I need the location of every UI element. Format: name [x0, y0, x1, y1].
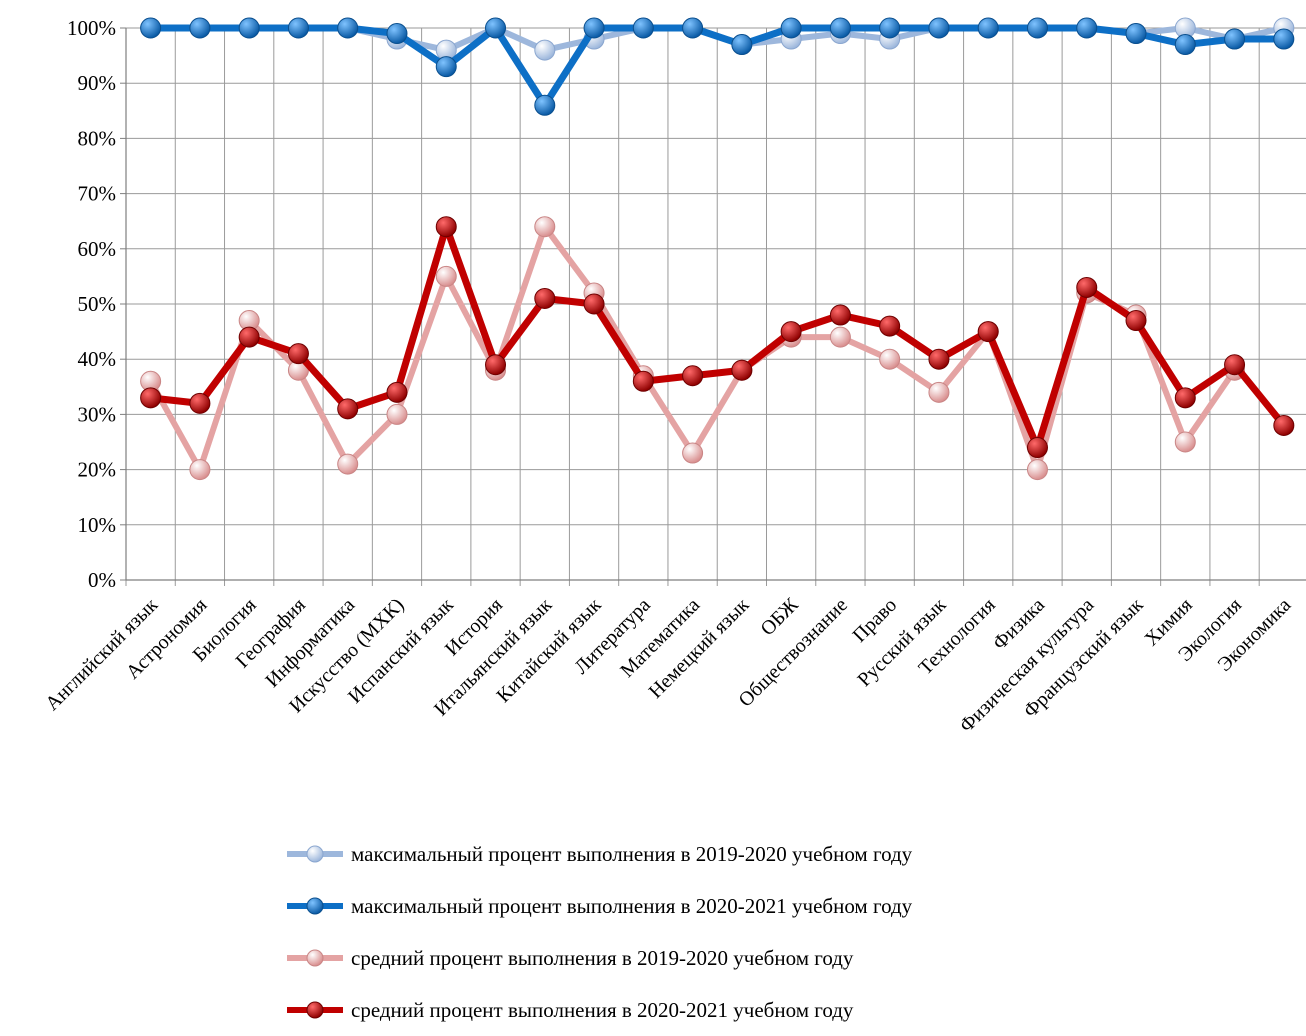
- series-1-point: [583, 17, 605, 39]
- legend-label: максимальный процент выполнения в 2019-2…: [351, 841, 913, 866]
- series-1-point: [977, 17, 999, 39]
- series-1-point: [928, 17, 950, 39]
- series-1-point: [238, 17, 260, 39]
- line-chart: 0%10%20%30%40%50%60%70%80%90%100%Английс…: [41, 16, 1306, 737]
- legend-swatch-avg-2020: [287, 1001, 343, 1019]
- series-3-point: [829, 304, 851, 326]
- series-3-point: [780, 321, 802, 343]
- series-3-point: [879, 315, 901, 337]
- legend-item-avg-2020: средний процент выполнения в 2020-2021 у…: [285, 984, 912, 1036]
- series-1-point: [189, 17, 211, 39]
- series-2-point: [189, 459, 211, 481]
- series-3-point: [977, 321, 999, 343]
- legend-swatch-max-2019: [287, 845, 343, 863]
- series-1-point: [1026, 17, 1048, 39]
- series-1-point: [1273, 28, 1295, 50]
- series-1-point: [534, 94, 556, 116]
- series-3-point: [928, 348, 950, 370]
- y-tick-label: 50%: [78, 292, 117, 316]
- series-3-point: [287, 343, 309, 365]
- series-3-point: [632, 370, 654, 392]
- series-1-point: [485, 17, 507, 39]
- series-1-point: [386, 23, 408, 45]
- y-tick-label: 30%: [78, 402, 117, 426]
- series-1-point: [682, 17, 704, 39]
- series-1-point: [731, 34, 753, 56]
- series-1-point: [879, 17, 901, 39]
- legend-label: средний процент выполнения в 2019-2020 у…: [351, 945, 854, 970]
- y-tick-label: 90%: [78, 71, 117, 95]
- series-1-point: [829, 17, 851, 39]
- series-3-point: [534, 287, 556, 309]
- legend-swatch-max-2020: [287, 897, 343, 915]
- series-2-point: [337, 453, 359, 475]
- legend-item-max-2020: максимальный процент выполнения в 2020-2…: [285, 880, 912, 932]
- series-1-point: [287, 17, 309, 39]
- legend-item-max-2019: максимальный процент выполнения в 2019-2…: [285, 828, 912, 880]
- legend-label: средний процент выполнения в 2020-2021 у…: [351, 997, 854, 1022]
- y-tick-label: 60%: [78, 237, 117, 261]
- series-3-point: [1273, 414, 1295, 436]
- series-3-point: [435, 216, 457, 238]
- series-3-point: [583, 293, 605, 315]
- series-3-point: [1076, 276, 1098, 298]
- series-1-point: [1125, 23, 1147, 45]
- series-0-point: [534, 39, 556, 61]
- series-3-point: [238, 326, 260, 348]
- series-3-point: [337, 398, 359, 420]
- legend-item-avg-2019: средний процент выполнения в 2019-2020 у…: [285, 932, 912, 984]
- legend-swatch-avg-2019: [287, 949, 343, 967]
- series-2-point: [682, 442, 704, 464]
- series-3-point: [386, 381, 408, 403]
- series-3-point: [140, 387, 162, 409]
- series-3-point: [1224, 354, 1246, 376]
- series-2-point: [435, 265, 457, 287]
- series-3-point: [189, 392, 211, 414]
- y-tick-label: 80%: [78, 126, 117, 150]
- y-tick-label: 100%: [67, 16, 116, 40]
- series-3-point: [731, 359, 753, 381]
- series-2-point: [1174, 431, 1196, 453]
- y-tick-label: 70%: [78, 182, 117, 206]
- series-3-point: [682, 365, 704, 387]
- series-1-point: [337, 17, 359, 39]
- series-1-point: [1076, 17, 1098, 39]
- series-3-point: [1174, 387, 1196, 409]
- y-tick-label: 10%: [78, 513, 117, 537]
- legend: максимальный процент выполнения в 2019-2…: [285, 828, 912, 1036]
- series-1-point: [140, 17, 162, 39]
- series-2-point: [1026, 459, 1048, 481]
- series-2-point: [386, 403, 408, 425]
- series-3-point: [1125, 310, 1147, 332]
- series-2-point: [534, 216, 556, 238]
- series-1-point: [1224, 28, 1246, 50]
- series-1-point: [632, 17, 654, 39]
- series-1-point: [1174, 34, 1196, 56]
- series-layer: [140, 17, 1295, 481]
- series-2-point: [879, 348, 901, 370]
- y-tick-label: 40%: [78, 347, 117, 371]
- series-3-point: [485, 354, 507, 376]
- legend-label: максимальный процент выполнения в 2020-2…: [351, 893, 913, 918]
- series-1-point: [780, 17, 802, 39]
- series-1-point: [435, 56, 457, 78]
- series-3-point: [1026, 437, 1048, 459]
- y-tick-label: 0%: [88, 568, 116, 592]
- grid: [125, 27, 1306, 586]
- series-2-point: [829, 326, 851, 348]
- series-2-point: [928, 381, 950, 403]
- series-line-2: [147, 223, 1238, 473]
- y-tick-label: 20%: [78, 458, 117, 482]
